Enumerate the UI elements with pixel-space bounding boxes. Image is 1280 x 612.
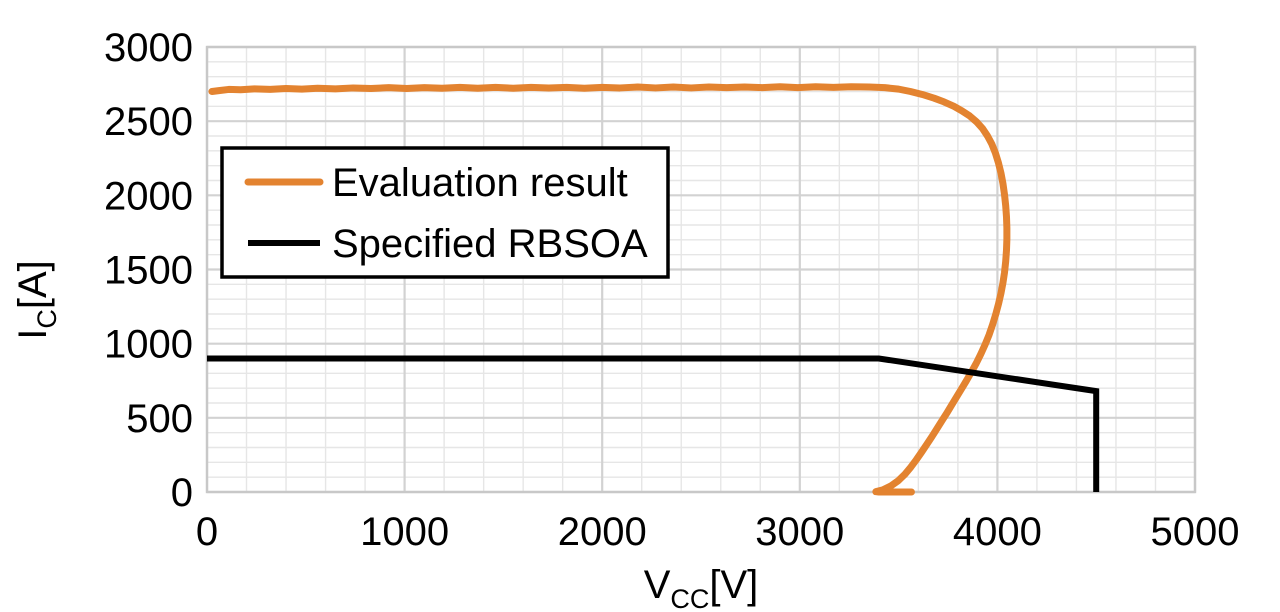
x-tick-label: 0 bbox=[196, 510, 218, 554]
y-tick-label: 1000 bbox=[104, 323, 193, 367]
plot-area-border bbox=[205, 45, 1197, 494]
y-tick-label: 2500 bbox=[104, 100, 193, 144]
y-tick-label: 1500 bbox=[104, 249, 193, 293]
x-tick-label: 2000 bbox=[558, 510, 647, 554]
y-tick-label: 0 bbox=[171, 471, 193, 515]
svg-text:VCC[V]: VCC[V] bbox=[644, 563, 759, 612]
x-tick-label: 5000 bbox=[1151, 510, 1240, 554]
y-tick-label: 2000 bbox=[104, 174, 193, 218]
x-axis-title-subscript: CC bbox=[670, 584, 709, 612]
x-tick-label: 4000 bbox=[953, 510, 1042, 554]
y-axis-tick-labels: 0 500 1000 1500 2000 2500 3000 bbox=[104, 26, 193, 515]
x-axis-tick-labels: 0 1000 2000 3000 4000 5000 bbox=[196, 510, 1240, 554]
legend-label-evaluation-result: Evaluation result bbox=[332, 161, 628, 205]
series-line-specified-rbsoa bbox=[207, 355, 1100, 492]
y-tick-label: 3000 bbox=[104, 26, 193, 70]
x-axis-title: VCC[V] bbox=[644, 563, 759, 612]
legend: Evaluation result Specified RBSOA bbox=[220, 146, 670, 279]
y-axis-title-main: I bbox=[11, 329, 55, 340]
y-axis-title-unit: [A] bbox=[11, 260, 55, 309]
x-tick-label: 1000 bbox=[360, 510, 449, 554]
svg-text:IC[A]: IC[A] bbox=[11, 260, 62, 340]
data-series-layer bbox=[207, 83, 1100, 496]
legend-label-specified-rbsoa: Specified RBSOA bbox=[332, 222, 648, 266]
legend-box bbox=[220, 146, 670, 279]
x-tick-label: 3000 bbox=[755, 510, 844, 554]
x-axis-title-unit: [V] bbox=[709, 563, 758, 607]
x-axis-title-main: V bbox=[644, 563, 671, 607]
y-axis-title: IC[A] bbox=[11, 260, 62, 340]
y-tick-label: 500 bbox=[126, 397, 193, 441]
series-line-evaluation-result bbox=[208, 83, 1011, 496]
y-axis-title-subscript: C bbox=[32, 309, 62, 329]
